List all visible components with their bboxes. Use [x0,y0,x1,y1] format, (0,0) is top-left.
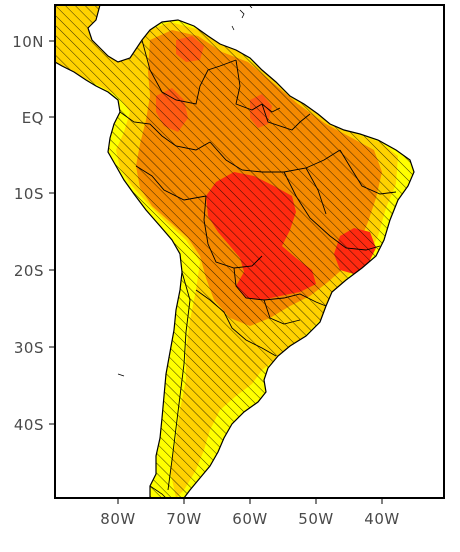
lon-tick-60w: 60W [232,510,267,528]
lat-tick-eq: EQ [22,109,44,127]
lon-tick-40w: 40W [364,510,399,528]
lat-axis [49,40,55,425]
lat-tick-20s: 20S [14,262,44,280]
lat-tick-40s: 40S [14,416,44,434]
country-borders [119,39,397,491]
coastline [55,5,415,498]
lat-tick-10n: 10N [12,33,44,51]
lon-tick-80w: 80W [100,510,135,528]
lat-tick-10s: 10S [14,185,44,203]
lon-axis [117,498,383,504]
lat-tick-30s: 30S [14,339,44,357]
islands [117,5,253,498]
lon-tick-50w: 50W [298,510,333,528]
lon-tick-70w: 70W [166,510,201,528]
